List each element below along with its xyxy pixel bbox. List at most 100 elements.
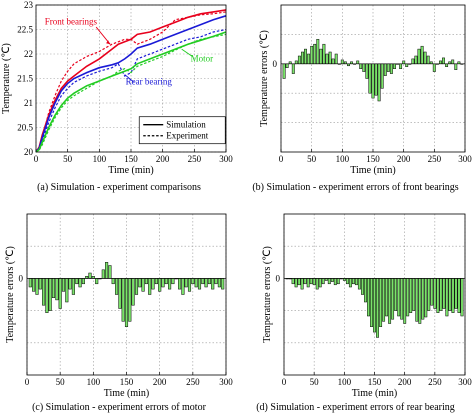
ytick-label-c: 0 xyxy=(19,273,24,283)
ytick-label-a: 22 xyxy=(24,49,33,59)
bar-b xyxy=(365,63,369,79)
bar-d xyxy=(315,278,319,290)
bar-b xyxy=(451,59,455,65)
bar-c xyxy=(88,272,92,279)
bar-d xyxy=(421,278,425,320)
bar-c xyxy=(71,278,75,295)
ytick-label-a: 23 xyxy=(24,0,34,10)
xtick-label-a: 50 xyxy=(63,154,73,164)
xtick-label-d: 300 xyxy=(458,377,472,387)
xtick-label-c: 0 xyxy=(25,377,30,387)
bar-c xyxy=(85,276,89,279)
bar-d xyxy=(367,278,370,317)
bar-b xyxy=(297,55,301,65)
bar-d xyxy=(448,278,452,311)
bar-c xyxy=(121,278,125,322)
xlabel-a: Time (min) xyxy=(108,165,153,176)
xtick-label-a: 0 xyxy=(34,154,39,164)
bar-d xyxy=(415,278,419,322)
bar-d xyxy=(439,278,443,311)
xtick-label-d: 50 xyxy=(310,377,320,387)
xtick-label-b: 100 xyxy=(336,154,350,164)
legend-label-experiment: Experiment xyxy=(166,131,208,141)
bar-d xyxy=(457,278,461,313)
bar-b xyxy=(362,63,366,72)
bar-c xyxy=(95,278,99,285)
bar-d xyxy=(364,278,367,303)
bar-c xyxy=(164,278,168,285)
bar-c xyxy=(204,278,208,288)
bar-b xyxy=(405,63,409,67)
ytick-label-b: 0 xyxy=(273,59,278,69)
annotation-arrowhead-front xyxy=(106,40,111,45)
bar-b xyxy=(432,63,436,72)
xtick-label-d: 250 xyxy=(428,377,442,387)
bar-b xyxy=(301,51,304,65)
bar-b xyxy=(377,63,381,102)
xtick-label-d: 0 xyxy=(282,377,287,387)
bar-c xyxy=(128,278,132,322)
bar-d xyxy=(312,278,316,286)
bar-d xyxy=(348,278,352,288)
legend-label-simulation: Simulation xyxy=(166,120,206,130)
bar-b xyxy=(328,51,332,65)
bar-d xyxy=(382,278,386,322)
bar-c xyxy=(141,278,145,292)
bar-b xyxy=(291,63,295,74)
bar-c xyxy=(154,278,158,285)
bar-c xyxy=(101,269,105,279)
bar-d xyxy=(430,278,434,306)
bar-d xyxy=(345,278,349,285)
bar-d xyxy=(297,278,301,286)
bar-d xyxy=(379,278,383,327)
bar-b xyxy=(325,53,329,65)
bar-b xyxy=(442,57,445,65)
xtick-label-b: 0 xyxy=(279,154,284,164)
bar-b xyxy=(359,63,363,69)
bar-b xyxy=(316,39,320,65)
bar-c xyxy=(108,265,112,279)
annotation-arrow-motor xyxy=(181,48,193,57)
bar-c xyxy=(48,278,52,311)
bar-d xyxy=(397,278,401,317)
bar-b xyxy=(414,55,418,65)
bar-b xyxy=(393,63,396,69)
bar-b xyxy=(322,43,326,65)
bar-c xyxy=(144,278,148,285)
ylabel-b: Temperature errors (℃) xyxy=(259,30,270,127)
ytick-label-a: 20 xyxy=(24,147,34,157)
xtick-label-b: 200 xyxy=(397,154,411,164)
bar-d xyxy=(442,278,446,309)
bar-b xyxy=(426,55,430,65)
xtick-label-c: 200 xyxy=(153,377,167,387)
bar-c xyxy=(35,278,39,295)
plot-border-d xyxy=(283,213,466,376)
bar-d xyxy=(318,278,322,288)
bar-c xyxy=(51,278,56,298)
ytick-label-a: 22.5 xyxy=(17,25,33,35)
bar-d xyxy=(418,278,422,324)
bar-d xyxy=(370,278,373,327)
bar-b xyxy=(371,63,375,99)
bar-b xyxy=(334,53,338,65)
bar-c xyxy=(65,278,69,303)
ylabel-c: Temperature errors (℃) xyxy=(5,246,16,343)
bar-c xyxy=(187,278,192,292)
bar-c xyxy=(38,278,42,290)
bar-d xyxy=(306,278,310,288)
bar-c xyxy=(214,278,218,285)
bar-b xyxy=(356,60,360,65)
bar-d xyxy=(333,278,337,286)
bar-c xyxy=(148,278,152,295)
bar-d xyxy=(354,278,358,286)
bar-b xyxy=(313,43,317,65)
bar-b xyxy=(439,60,442,65)
bar-d xyxy=(327,278,331,285)
bar-d xyxy=(409,278,413,313)
xtick-label-c: 50 xyxy=(56,377,66,387)
bar-d xyxy=(294,278,298,288)
xtick-label-a: 300 xyxy=(219,154,233,164)
bar-c xyxy=(78,278,82,288)
bar-d xyxy=(427,278,431,311)
legend-box xyxy=(138,116,226,145)
